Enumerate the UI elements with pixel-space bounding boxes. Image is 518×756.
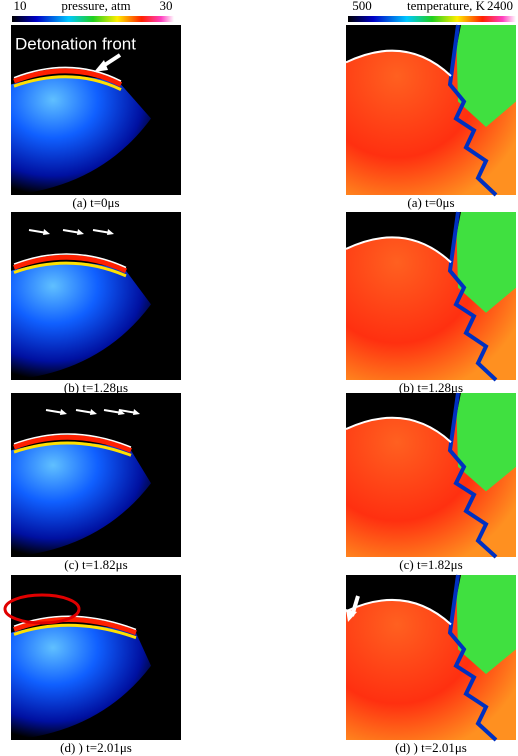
right-caption: (a) t=0μs [407,195,454,210]
left-caption: (b) t=1.28μs [64,380,128,395]
annotation: Detonation front [15,34,136,53]
right-caption: (c) t=1.82μs [399,557,462,572]
pressure-label: pressure, atm [61,0,130,13]
figure: 10 pressure, atm 30 500 temperature, K 2… [0,0,518,756]
left-caption: (c) t=1.82μs [64,557,127,572]
temperature-max: 2400 [487,0,513,13]
pressure-min: 10 [14,0,27,13]
temperature-label: temperature, K [407,0,486,13]
left-caption: (a) t=0μs [72,195,119,210]
pressure-colorbar [12,16,174,22]
right-caption: (d) ) t=2.01μs [395,740,467,755]
right-caption: (b) t=1.28μs [399,380,463,395]
pressure-max: 30 [160,0,173,13]
temperature-colorbar [348,16,516,22]
left-caption: (d) ) t=2.01μs [60,740,132,755]
temperature-min: 500 [352,0,372,13]
